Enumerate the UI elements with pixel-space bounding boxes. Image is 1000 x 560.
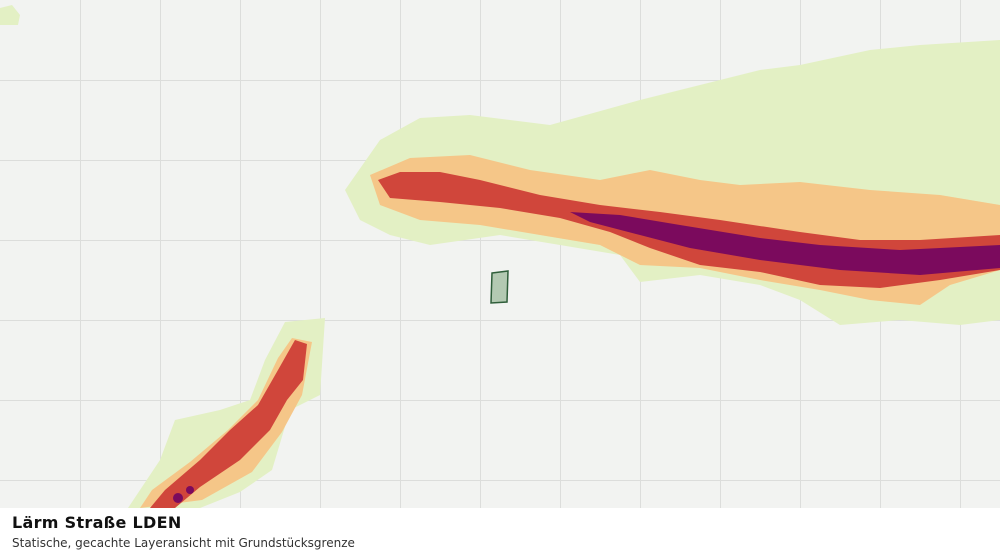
noise-band-very-high xyxy=(570,212,1000,275)
noise-band-very-high xyxy=(186,486,194,494)
layer-title: Lärm Straße LDEN xyxy=(12,513,182,532)
noise-band-very-high xyxy=(173,493,183,503)
noise-zone-side-road xyxy=(128,318,325,508)
map-view xyxy=(0,0,1000,508)
noise-zone-main-road xyxy=(345,40,1000,325)
noise-band-low xyxy=(0,5,20,25)
parcel-boundary xyxy=(490,270,509,304)
noise-band-medium xyxy=(140,338,312,508)
noise-band-high xyxy=(150,340,307,508)
layer-subtitle: Statische, gecachte Layeransicht mit Gru… xyxy=(12,536,355,550)
legend-panel: Lärm Straße LDEN Statische, gecachte Lay… xyxy=(0,508,1000,560)
